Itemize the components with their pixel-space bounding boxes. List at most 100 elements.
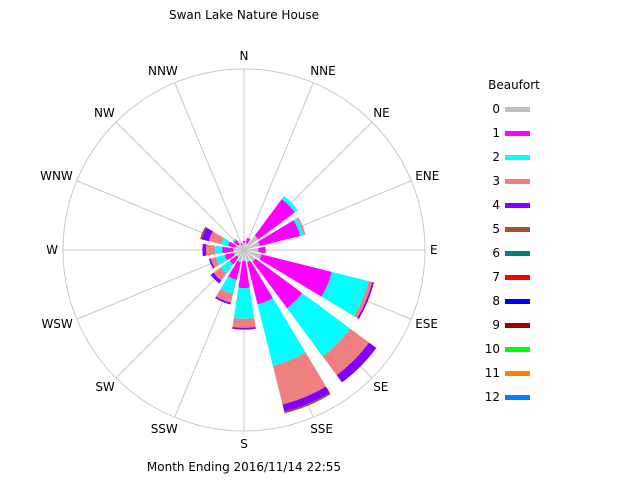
legend-swatch-11 [505,371,530,376]
direction-label-e: E [430,243,438,257]
spoke-nw [115,121,245,251]
legend-title: Beaufort [488,78,540,92]
legend-swatch-5 [505,227,530,232]
petal-ese-bf0 [244,250,262,260]
petal-ssw-bf3 [216,288,234,303]
petal-nnw-bf1 [240,242,243,246]
direction-label-nw: NW [94,106,115,120]
petal-s-bf4 [232,326,256,330]
petal-ese-bf2 [321,271,369,317]
petal-sse-bf4 [282,386,330,412]
legend-label-1: 1 [492,126,500,140]
petal-wnw-bf0 [235,245,244,250]
petal-ene-bf2 [293,218,304,236]
direction-label-s: S [240,437,248,451]
petal-se-bf0 [244,250,256,262]
legend-label-7: 7 [492,270,500,284]
petal-wnw-bf3 [208,231,224,245]
petal-wsw-bf4 [208,258,215,269]
legend-swatch-10 [505,347,530,352]
wind-petals [200,196,377,414]
direction-label-wsw: WSW [41,317,72,331]
legend-label-12: 12 [485,390,500,404]
petal-nne-bf0 [244,242,248,250]
petal-se-bf3 [322,328,370,376]
petal-se-bf2 [287,293,351,357]
petal-w-bf2 [215,245,223,255]
petal-e-bf1 [258,246,266,254]
legend-swatch-0 [505,107,530,112]
legend-label-8: 8 [492,294,500,308]
petal-se-bf4 [336,342,377,383]
petal-ne-bf2 [281,196,298,213]
petal-ssw-bf2 [220,276,237,294]
direction-label-sse: SSE [310,422,333,436]
petal-w-bf0 [233,248,244,252]
petal-nw-bf1 [233,239,240,246]
legend-swatch-2 [505,155,530,160]
petal-ene-bf3 [296,217,306,236]
petal-ene-bf1 [257,220,301,247]
legend-swatch-1 [505,131,530,136]
petal-sw-bf1 [229,255,239,265]
petal-sw-bf0 [236,250,244,258]
petal-n-bf0 [242,242,246,250]
legend-label-0: 0 [492,102,500,116]
petal-wsw-bf3 [210,257,220,268]
petal-nw-bf0 [238,244,244,250]
petal-wsw-bf0 [233,250,244,256]
chart-title: Swan Lake Nature House [169,8,319,22]
petal-nnw-bf0 [241,244,244,250]
petal-ene-bf0 [244,241,260,250]
legend-label-4: 4 [492,198,500,212]
petal-w-bf1 [222,246,234,254]
petal-wnw-bf1 [228,241,237,248]
legend-swatch-6 [505,251,530,256]
legend-label-10: 10 [485,342,500,356]
petal-ssw-bf4 [215,296,231,305]
petal-e-bf0 [244,247,259,253]
petal-sse-bf3 [272,352,327,405]
petal-ese-bf1 [259,254,332,297]
petal-sse-bf2 [257,298,306,366]
legend-label-2: 2 [492,150,500,164]
petal-wsw-bf1 [224,252,235,261]
petal-s-bf3 [232,318,256,328]
petal-sw-bf2 [220,260,234,274]
direction-label-nnw: NNW [148,64,178,78]
legend-swatch-3 [505,179,530,184]
petal-sse-bf1 [247,260,273,305]
petal-ese-bf4 [357,281,374,319]
legend-swatch-12 [505,395,530,400]
petal-ne-bf1 [254,199,295,240]
direction-labels: N NNE NE ENE E ESE SE SSE S SSW SW WSW W WNW NW NNW [40,49,439,451]
spoke-nne [243,82,314,251]
petal-ese-bf3 [354,281,373,319]
petal-w-bf3 [205,244,216,256]
legend-swatch-8 [505,299,530,304]
petal-nw-bf2 [232,238,237,243]
legend-label-3: 3 [492,174,500,188]
petal-wnw-bf5 [200,226,207,240]
petal-wnw-bf2 [221,237,231,247]
petal-s-bf2 [233,287,255,319]
petal-s-bf0 [242,250,246,261]
petal-sse-bf5 [284,392,331,414]
legend-swatch-9 [505,323,530,328]
petal-s-bf1 [238,260,250,289]
petal-nne-bf1 [245,237,251,244]
direction-label-ene: ENE [415,169,439,183]
petal-sw-bf3 [213,267,227,281]
direction-label-nne: NNE [310,64,336,78]
legend-swatch-7 [505,275,530,280]
direction-label-se: SE [373,380,388,394]
legend-label-9: 9 [492,318,500,332]
legend-swatch-4 [505,203,530,208]
petal-ne-bf0 [244,235,259,250]
petal-wsw-bf2 [215,254,227,265]
direction-label-wnw: WNW [40,169,73,183]
petal-se-bf1 [252,258,303,309]
petal-ssw-bf1 [228,260,241,280]
